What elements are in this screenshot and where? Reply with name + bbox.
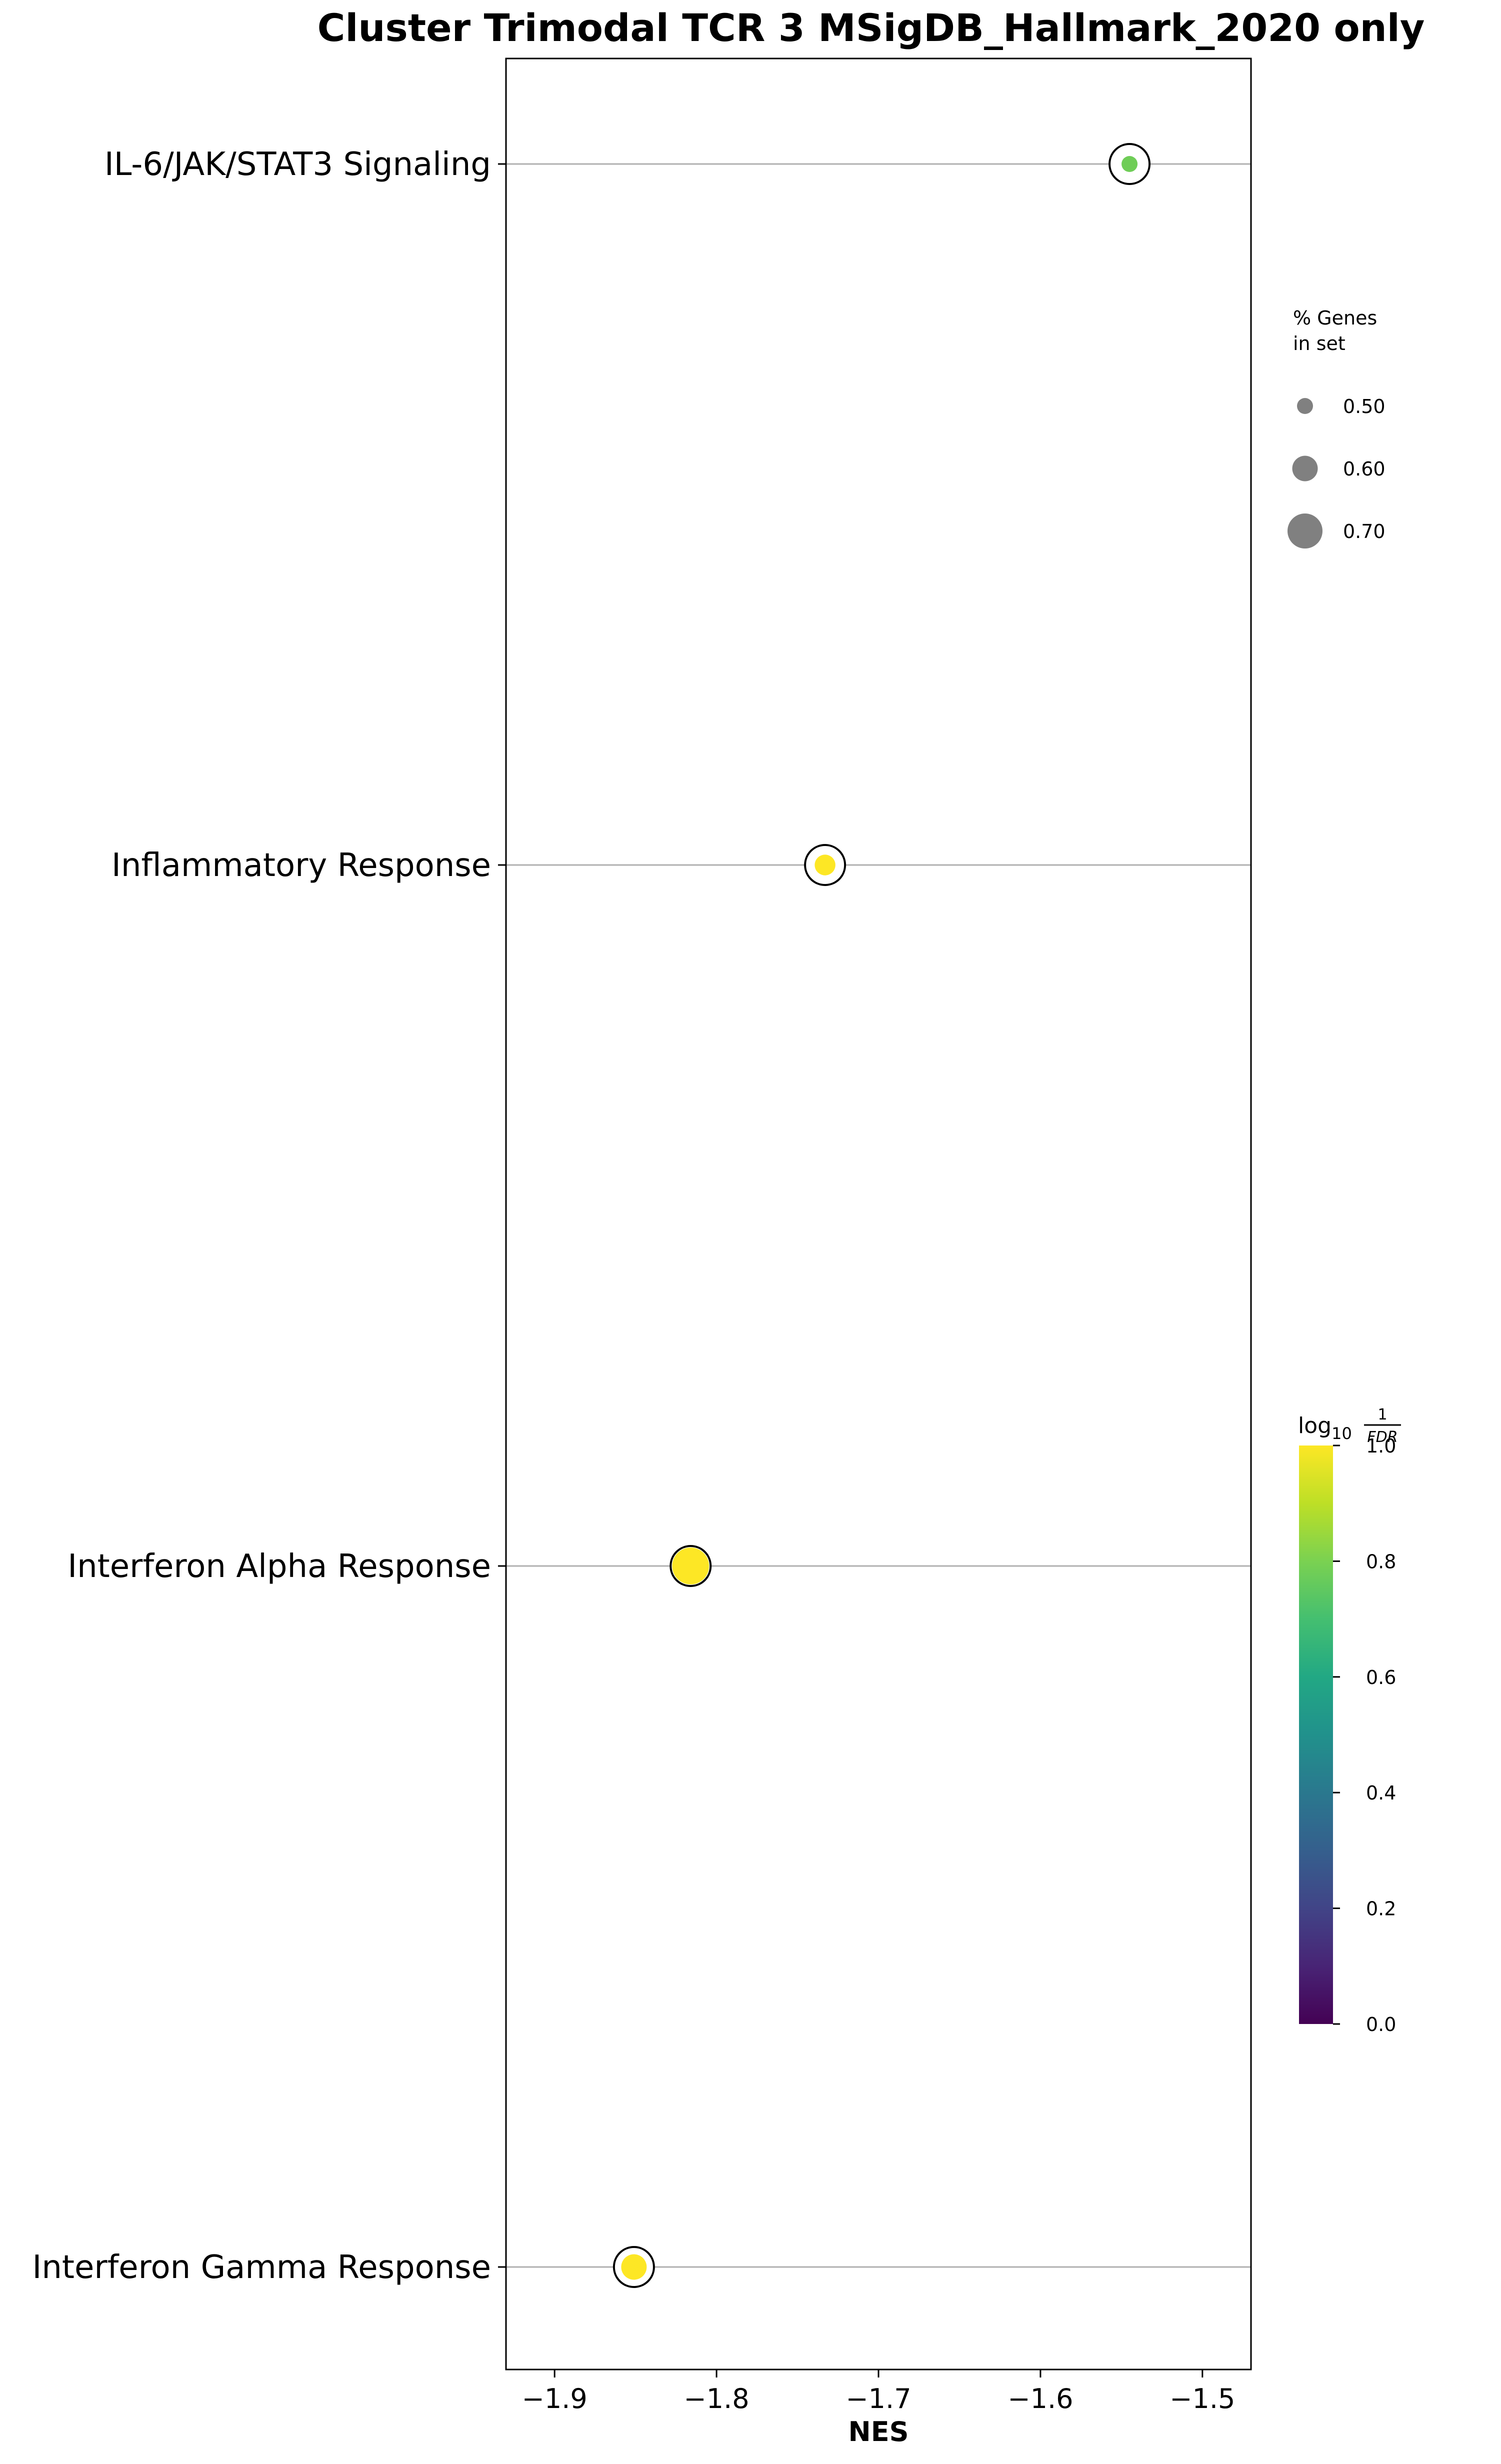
colorbar-tick-label: 0.2 xyxy=(1366,1898,1396,1920)
x-axis-label: NES xyxy=(848,2416,909,2448)
data-points xyxy=(612,143,1151,2288)
y-tick-label: IL-6/JAK/STAT3 Signaling xyxy=(104,146,491,183)
plot-area-frame xyxy=(505,58,1252,2370)
colorbar-title-log: log xyxy=(1298,1413,1332,1438)
data-point xyxy=(621,2254,647,2280)
x-tick-label: −1.9 xyxy=(522,2383,588,2414)
data-point xyxy=(672,1548,710,1584)
colorbar-gradient xyxy=(1299,1446,1333,2024)
colorbar-title-base: 10 xyxy=(1332,1424,1352,1443)
size-legend-marker xyxy=(1288,514,1322,548)
y-tick-label: Interferon Gamma Response xyxy=(32,2249,491,2286)
data-point xyxy=(1122,156,1138,172)
size-legend-marker xyxy=(1292,456,1318,482)
size-legend: % Genes in set 0.50 0.60 0.70 xyxy=(1288,307,1386,548)
colorbar-title: log10 xyxy=(1298,1413,1352,1443)
data-point xyxy=(814,854,836,876)
y-tick-label: Interferon Alpha Response xyxy=(68,1548,491,1585)
size-legend-label: 0.50 xyxy=(1343,396,1386,418)
colorbar-tick-label: 0.0 xyxy=(1366,2014,1396,2036)
size-legend-label: 0.60 xyxy=(1343,458,1386,480)
colorbar-tick-label: 0.8 xyxy=(1366,1550,1396,1572)
x-tick-label: −1.7 xyxy=(846,2383,911,2414)
size-legend-label: 0.70 xyxy=(1343,520,1386,542)
y-tick-label: Inflammatory Response xyxy=(112,847,491,884)
colorbar-tick-label: 0.6 xyxy=(1366,1666,1396,1688)
colorbar-title-denominator: FDR xyxy=(1367,1428,1398,1446)
colorbar: log10 1 FDR 0.0 0.2 0.4 0.6 0.8 1.0 xyxy=(1298,1406,1401,2036)
x-tick-label: −1.8 xyxy=(684,2383,750,2414)
chart-title: Cluster Trimodal TCR 3 MSigDB_Hallmark_2… xyxy=(318,6,1425,50)
y-axis-ticks: IL-6/JAK/STAT3 Signaling Inflammatory Res… xyxy=(32,146,506,2286)
size-legend-marker xyxy=(1297,398,1313,414)
colorbar-title-numerator: 1 xyxy=(1378,1406,1387,1424)
x-tick-label: −1.6 xyxy=(1008,2383,1073,2414)
colorbar-tick-label: 1.0 xyxy=(1366,1435,1396,1457)
x-tick-label: −1.5 xyxy=(1170,2383,1235,2414)
size-legend-title-line1: % Genes xyxy=(1293,307,1377,329)
x-axis-ticks: −1.9 −1.8 −1.7 −1.6 −1.5 xyxy=(522,2370,1235,2414)
size-legend-title-line2: in set xyxy=(1293,332,1346,354)
gridlines xyxy=(506,163,1251,2268)
colorbar-tick-label: 0.4 xyxy=(1366,1782,1396,1804)
